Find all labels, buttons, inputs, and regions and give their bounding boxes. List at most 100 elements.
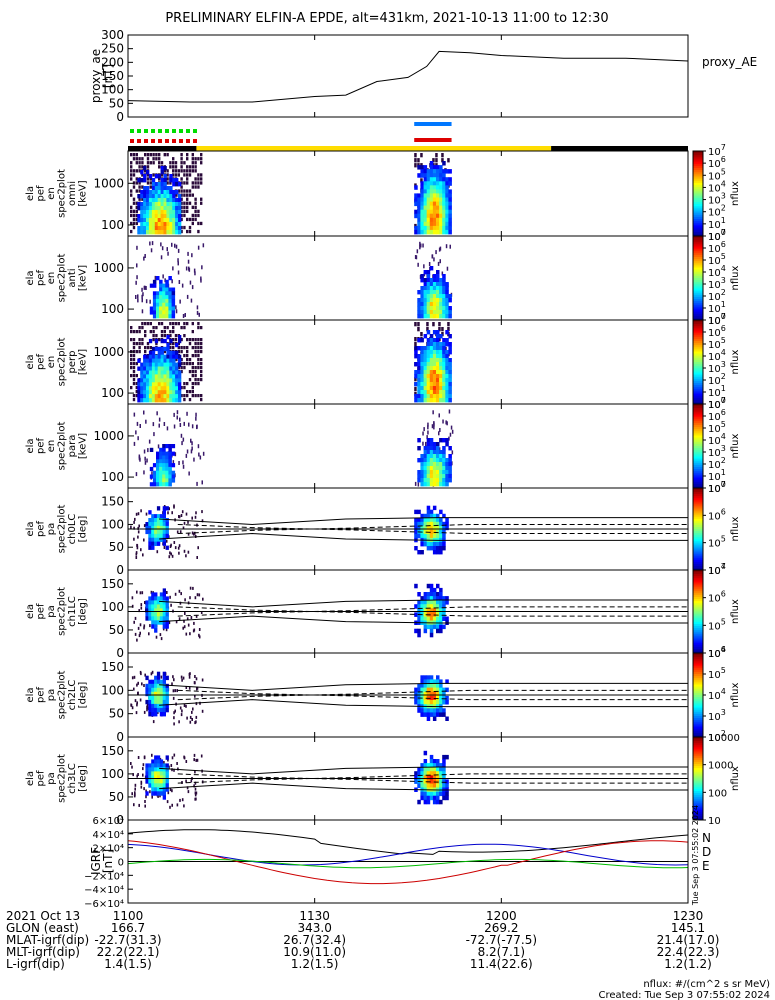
spectrogram-cell bbox=[436, 771, 440, 776]
spectrogram-cell bbox=[151, 198, 156, 203]
spectrogram-cell bbox=[162, 506, 166, 511]
spectrogram-cell bbox=[148, 763, 152, 768]
spectrogram-cell bbox=[426, 450, 431, 455]
colorbar-cell bbox=[693, 537, 703, 540]
colorbar-cell bbox=[693, 815, 703, 819]
spectrogram-cell bbox=[442, 458, 446, 463]
spectrogram-cell bbox=[145, 608, 149, 613]
spectrogram-cell bbox=[145, 791, 149, 796]
noise-cell bbox=[147, 448, 149, 453]
spectrogram-cell bbox=[148, 771, 152, 776]
noise-cell bbox=[184, 612, 186, 615]
colorbar-tick-label: 106 bbox=[708, 507, 726, 522]
colorbar-cell bbox=[693, 713, 703, 717]
noise-cell bbox=[132, 209, 136, 213]
noise-cell bbox=[186, 169, 189, 173]
noise-cell bbox=[132, 197, 136, 201]
spectrogram-cell bbox=[429, 763, 434, 768]
noise-cell bbox=[170, 552, 172, 556]
spectrogram-cell bbox=[146, 194, 150, 199]
spectrogram-cell bbox=[448, 390, 452, 395]
noise-cell bbox=[144, 254, 146, 258]
spectrogram-cell bbox=[426, 370, 431, 375]
noise-cell bbox=[197, 342, 200, 346]
noise-cell bbox=[178, 280, 181, 284]
noise-cell bbox=[139, 591, 142, 595]
colorbar-tick-exponent: 5 bbox=[721, 252, 726, 261]
colorbar-cell bbox=[693, 349, 703, 352]
spectrogram-cell bbox=[160, 226, 164, 231]
noise-cell bbox=[179, 417, 181, 422]
noise-cell bbox=[144, 334, 147, 338]
noise-cell bbox=[166, 169, 169, 173]
colorbar-cell bbox=[693, 553, 703, 557]
noise-cell bbox=[194, 721, 196, 725]
spectrogram-cell bbox=[172, 178, 176, 183]
noise-cell bbox=[194, 209, 197, 213]
spectrogram-cell bbox=[162, 679, 166, 685]
colorbar-cell bbox=[693, 722, 703, 725]
spectrogram-cell bbox=[151, 691, 155, 697]
spectrogram-cell bbox=[163, 190, 167, 195]
noise-cell bbox=[135, 386, 138, 390]
spectrogram-cell bbox=[426, 533, 431, 539]
spectrogram-cell bbox=[137, 218, 141, 223]
spectrogram-cell bbox=[429, 438, 434, 443]
colorbar-tick-exponent: 4 bbox=[721, 687, 726, 696]
spectrogram-cell bbox=[165, 314, 169, 319]
noise-cell bbox=[171, 756, 174, 760]
noise-cell bbox=[136, 701, 138, 705]
noise-cell bbox=[202, 597, 204, 601]
spectrogram-cell bbox=[145, 779, 149, 784]
noise-cell bbox=[146, 165, 150, 169]
spectrogram-cell bbox=[163, 186, 167, 191]
spectrogram-cell bbox=[439, 592, 443, 597]
noise-cell bbox=[133, 526, 135, 530]
spectrogram-cell bbox=[154, 529, 158, 535]
spectrogram-cell bbox=[143, 390, 147, 395]
spectrogram-cell bbox=[442, 754, 446, 760]
noise-cell bbox=[136, 263, 138, 268]
spectrogram-cell bbox=[429, 596, 434, 601]
colorbar-cell bbox=[693, 288, 703, 292]
spectrogram-cell bbox=[148, 779, 152, 784]
colorbar-cell bbox=[693, 412, 703, 415]
noise-cell bbox=[141, 157, 144, 161]
colorbar-tick-exponent: 5 bbox=[721, 420, 726, 429]
noise-cell bbox=[131, 676, 134, 680]
noise-cell bbox=[417, 262, 419, 267]
spectrogram-cell bbox=[162, 541, 166, 546]
spectrogram-cell bbox=[157, 174, 161, 179]
spectrogram-cell bbox=[151, 525, 155, 531]
spectrogram-cell bbox=[154, 398, 159, 403]
spectrogram-cell bbox=[448, 462, 452, 467]
spectrogram-cell bbox=[171, 451, 176, 456]
spectrogram-cell bbox=[448, 217, 452, 223]
colorbar-cell bbox=[693, 739, 703, 742]
colorbar-cell bbox=[693, 294, 703, 298]
noise-cell bbox=[197, 378, 200, 382]
spectrogram-cell bbox=[154, 787, 158, 792]
spectrogram-cell bbox=[429, 165, 434, 170]
spectrogram-cell bbox=[445, 189, 449, 194]
energy-panel-ylabel-3-line: en bbox=[46, 440, 57, 453]
colorbar-cell bbox=[693, 458, 703, 462]
colorbar-tick-exponent: 4 bbox=[721, 645, 726, 654]
noise-cell bbox=[180, 433, 183, 438]
colorbar-tick-exponent: 7 bbox=[721, 480, 726, 489]
noise-cell bbox=[447, 327, 450, 332]
spectrogram-cell bbox=[429, 446, 434, 451]
sci-zone-green-mark bbox=[193, 129, 197, 133]
spectrogram-cell bbox=[445, 390, 449, 395]
spectrogram-cell bbox=[159, 283, 163, 288]
spectrogram-cell bbox=[162, 447, 166, 452]
spectrogram-cell bbox=[168, 306, 172, 311]
colorbar-tick-exponent: 1 bbox=[721, 300, 726, 309]
spectrogram-cell bbox=[420, 482, 424, 487]
spectrogram-cell bbox=[149, 466, 154, 472]
colorbar-cell bbox=[693, 397, 703, 401]
spectrogram-cell bbox=[432, 482, 437, 487]
spectrogram-cell bbox=[417, 173, 421, 178]
spectrogram-cell bbox=[429, 358, 434, 363]
pa-panel-ylabel-1-line: spec2plot bbox=[57, 587, 68, 636]
